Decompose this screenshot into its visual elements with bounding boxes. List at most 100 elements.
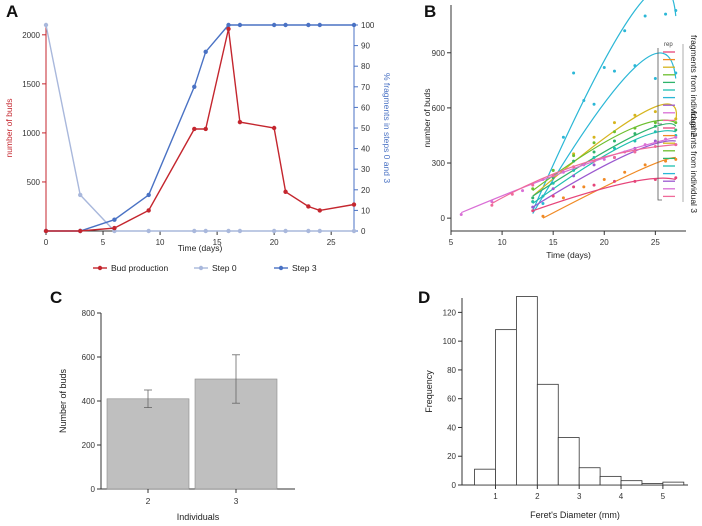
- histogram-bar: [641, 483, 664, 486]
- x-tick-label: 10: [156, 238, 165, 247]
- data-point: [674, 143, 678, 147]
- data-point: [531, 209, 535, 213]
- data-point: [602, 65, 606, 69]
- data-point: [653, 124, 657, 128]
- y-left-tick-label: 500: [27, 178, 41, 187]
- data-point: [592, 163, 596, 167]
- data-point: [531, 200, 535, 204]
- x-tick-label: 0: [44, 238, 49, 247]
- y-left-tick-label: 1500: [22, 80, 40, 89]
- series-point: [146, 208, 151, 213]
- data-point: [602, 157, 606, 161]
- data-point: [653, 76, 657, 80]
- y-tick-label: 600: [82, 353, 96, 362]
- fit-curve: [532, 103, 678, 197]
- y-left-tick-label: 2000: [22, 31, 40, 40]
- panel-d: 0 20 40 60 80 100 120 1 2 3 4 5 Feret's Diameter (mm…: [424, 296, 688, 520]
- data-point: [510, 192, 514, 196]
- data-point: [633, 150, 637, 154]
- panel-label-b: B: [424, 2, 436, 21]
- histogram-bar: [578, 467, 601, 486]
- series-point: [192, 228, 197, 234]
- y-axis-title: Number of buds: [58, 368, 68, 433]
- x-axis-title: Feret's Diameter (mm): [530, 510, 620, 520]
- y-tick-label: 80: [447, 366, 456, 375]
- data-point: [612, 156, 616, 160]
- data-point: [572, 185, 576, 189]
- series-point: [146, 192, 151, 198]
- x-tick-label: 2: [146, 496, 151, 506]
- data-point: [612, 139, 616, 143]
- data-point: [531, 183, 535, 187]
- y-tick-label: 900: [432, 49, 446, 58]
- data-point: [612, 130, 616, 134]
- series-point: [112, 217, 117, 222]
- x-tick-label: 5: [101, 238, 106, 247]
- x-tick-label: 3: [577, 492, 582, 501]
- x-tick-label: 10: [498, 238, 507, 247]
- x-tick-label: 20: [270, 238, 279, 247]
- series-point: [306, 204, 311, 209]
- legend-marker: [198, 265, 204, 271]
- data-point: [531, 196, 535, 200]
- y-tick-label: 20: [447, 452, 456, 461]
- series-point: [351, 22, 357, 28]
- y-tick-label: 120: [443, 308, 457, 317]
- data-point: [531, 187, 535, 191]
- data-point: [572, 154, 576, 158]
- data-point: [592, 102, 596, 106]
- data-point: [592, 156, 596, 160]
- data-point: [674, 117, 678, 121]
- data-point: [653, 121, 657, 125]
- y-tick-label: 0: [441, 214, 446, 223]
- data-point: [582, 99, 586, 103]
- y-left-tick-label: 1000: [22, 129, 40, 138]
- histogram-bar: [557, 437, 580, 486]
- series-point: [146, 228, 151, 234]
- legend-label: Bud production: [111, 263, 168, 273]
- group-bracket: [657, 48, 662, 125]
- data-point: [592, 150, 596, 154]
- data-point: [612, 146, 616, 150]
- series-point: [112, 225, 117, 231]
- y-axis-title: Frequency: [424, 370, 434, 413]
- data-point: [612, 121, 616, 125]
- histogram-bar: [662, 481, 685, 486]
- series-point: [226, 228, 231, 234]
- data-point: [612, 179, 616, 183]
- fit-curve: [542, 156, 676, 219]
- bar: [106, 398, 190, 490]
- series-point: [237, 228, 243, 234]
- panel-label-d: D: [418, 288, 430, 307]
- series-point: [43, 22, 49, 28]
- data-point: [592, 159, 596, 163]
- y-right-tick-label: 0: [361, 227, 366, 236]
- data-point: [653, 144, 657, 148]
- x-tick-label: 5: [449, 238, 454, 247]
- legend-label: Step 3: [292, 263, 317, 273]
- y-right-tick-label: 30: [361, 165, 370, 174]
- panel-label-c: C: [50, 288, 62, 307]
- data-point: [664, 159, 668, 163]
- y-tick-label: 40: [447, 423, 456, 432]
- data-point: [582, 185, 586, 189]
- histogram-bar: [516, 296, 538, 486]
- group-label: fragments from individual 2: [689, 35, 699, 137]
- y-axis-title: number of buds: [422, 88, 432, 147]
- histogram-bar: [474, 468, 496, 486]
- data-point: [633, 64, 637, 68]
- fit-curve: [532, 52, 677, 214]
- data-point: [674, 71, 678, 75]
- legend-marker: [278, 265, 284, 271]
- y-right-tick-label: 10: [361, 206, 370, 215]
- data-point: [623, 170, 627, 174]
- series-point: [78, 228, 83, 234]
- y-right-tick-label: 50: [361, 124, 370, 133]
- data-point: [490, 203, 494, 207]
- x-tick-label: 20: [600, 238, 609, 247]
- data-point: [551, 168, 555, 172]
- data-point: [664, 12, 668, 16]
- series-point: [283, 22, 288, 28]
- series-point: [317, 22, 322, 28]
- x-tick-label: 15: [213, 238, 222, 247]
